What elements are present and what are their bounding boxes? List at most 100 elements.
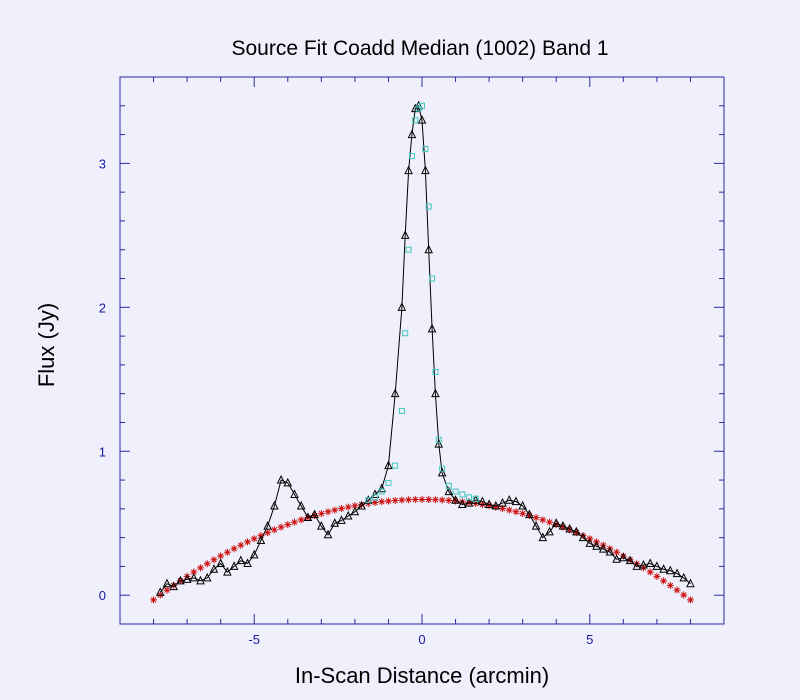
background-point	[351, 502, 359, 510]
background-point	[532, 514, 540, 522]
y-tick-label: 0	[99, 588, 106, 603]
data-point	[605, 546, 615, 556]
fit-point	[405, 246, 412, 253]
background-point	[505, 506, 513, 514]
fit-point	[429, 275, 436, 282]
data-point	[585, 538, 595, 547]
data-point	[162, 578, 172, 588]
data-point	[216, 558, 225, 568]
background-point	[223, 548, 231, 556]
data-point	[350, 506, 360, 516]
background-point	[277, 523, 285, 531]
fit-point	[392, 462, 399, 469]
data-point	[659, 564, 668, 573]
y-tick-label: 2	[99, 300, 106, 315]
background-point	[197, 564, 205, 572]
background-point	[431, 496, 439, 504]
background-point	[210, 556, 218, 564]
data-point	[390, 388, 400, 398]
background-point	[244, 538, 252, 546]
data-point	[209, 564, 219, 573]
data-point	[189, 572, 199, 582]
data-point	[317, 520, 326, 530]
data-point	[558, 520, 568, 530]
background-point	[217, 552, 225, 560]
data-point	[202, 572, 212, 582]
data-point	[236, 555, 246, 565]
data-point	[400, 230, 410, 239]
fit-point	[378, 488, 385, 495]
background-point	[546, 518, 554, 526]
background-point	[613, 548, 621, 556]
background-point	[539, 516, 547, 524]
background-point	[230, 545, 238, 553]
fit-point	[408, 153, 415, 160]
data-point	[256, 535, 266, 545]
data-point	[323, 529, 333, 539]
data-point	[666, 565, 675, 575]
data-point	[243, 558, 252, 568]
data-point	[283, 477, 293, 487]
data-point	[397, 302, 407, 311]
background-point	[666, 581, 674, 589]
background-fit-series	[150, 495, 694, 604]
y-tick-label: 1	[99, 444, 106, 459]
fit-point	[422, 145, 429, 152]
data-point	[263, 520, 272, 530]
background-point	[458, 498, 466, 506]
background-point	[626, 556, 634, 564]
fit-point	[459, 491, 466, 498]
data-point	[343, 510, 353, 520]
background-point	[203, 560, 211, 568]
y-axis-label: Flux (Jy)	[34, 303, 59, 387]
data-point	[598, 544, 608, 553]
data-point	[377, 483, 387, 493]
data-point	[672, 568, 682, 578]
data-point	[518, 500, 527, 510]
data-point	[176, 575, 185, 585]
fit-point	[432, 369, 439, 376]
background-point	[337, 505, 345, 513]
background-point	[680, 591, 688, 599]
data-point	[196, 575, 205, 585]
data-point	[464, 497, 474, 507]
background-point	[438, 496, 446, 504]
x-tick-label: 0	[418, 632, 425, 647]
background-point	[358, 501, 366, 509]
data-point	[639, 559, 648, 569]
fit-point	[439, 465, 446, 472]
data-point	[619, 552, 628, 562]
model-fit-series	[365, 102, 479, 504]
data-point	[182, 574, 192, 583]
data-point	[410, 103, 420, 113]
data-series	[155, 100, 695, 596]
data-point	[484, 499, 494, 509]
background-point	[499, 505, 507, 513]
data-point	[652, 561, 662, 570]
data-point	[491, 500, 501, 510]
y-tick-label: 3	[99, 156, 106, 171]
data-point	[223, 567, 232, 576]
data-point	[384, 460, 393, 470]
plot-frame	[119, 76, 725, 625]
chart-title: Source Fit Coadd Median (1002) Band 1	[231, 37, 608, 60]
fit-point	[402, 330, 409, 337]
background-point	[190, 568, 198, 576]
data-point	[357, 500, 366, 510]
data-point	[407, 129, 417, 139]
fit-point	[365, 497, 372, 504]
fit-point	[419, 102, 425, 109]
background-point	[250, 535, 258, 543]
data-point	[632, 561, 642, 570]
data-point	[337, 515, 346, 524]
background-point	[485, 502, 493, 510]
background-point	[270, 526, 278, 534]
data-point	[551, 518, 561, 527]
background-point	[673, 586, 681, 594]
background-point	[425, 496, 433, 504]
data-point	[229, 561, 239, 570]
data-point	[296, 500, 306, 510]
background-point	[465, 499, 473, 507]
data-point	[434, 438, 444, 448]
